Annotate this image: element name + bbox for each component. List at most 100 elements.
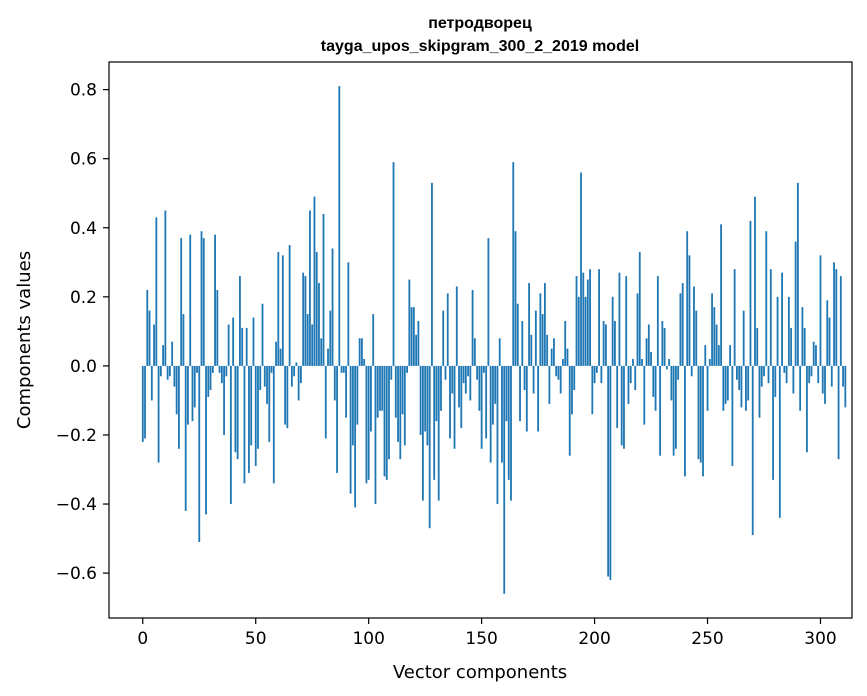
bar-214 bbox=[625, 276, 628, 366]
bar-28 bbox=[205, 365, 207, 515]
bar-75 bbox=[311, 324, 314, 366]
bar-82 bbox=[327, 348, 329, 366]
bar-306 bbox=[833, 262, 835, 366]
bar-188 bbox=[566, 348, 569, 366]
bar-21 bbox=[189, 234, 192, 366]
y-tick-label: 0.0 bbox=[70, 357, 97, 377]
bar-8 bbox=[159, 365, 162, 377]
bar-106 bbox=[381, 365, 384, 411]
bar-63 bbox=[284, 365, 286, 425]
bar-209 bbox=[614, 321, 616, 366]
bar-52 bbox=[259, 365, 262, 391]
bar-222 bbox=[643, 365, 646, 425]
bar-46 bbox=[245, 327, 248, 366]
y-tick-label: 0.4 bbox=[70, 219, 97, 239]
bar-181 bbox=[550, 348, 553, 366]
bar-78 bbox=[318, 283, 320, 366]
bar-64 bbox=[286, 365, 289, 429]
bar-269 bbox=[749, 220, 752, 366]
bar-280 bbox=[774, 365, 777, 397]
bar-292 bbox=[801, 307, 804, 366]
bar-153 bbox=[487, 238, 490, 366]
bar-274 bbox=[760, 365, 763, 387]
bar-85 bbox=[333, 365, 336, 401]
bar-93 bbox=[351, 365, 354, 446]
bar-282 bbox=[778, 365, 781, 518]
bar-262 bbox=[733, 269, 736, 366]
bar-294 bbox=[806, 365, 808, 453]
bar-195 bbox=[582, 272, 585, 366]
bar-77 bbox=[315, 251, 318, 366]
bar-277 bbox=[767, 365, 770, 384]
bar-80 bbox=[322, 213, 325, 366]
bar-230 bbox=[661, 321, 664, 366]
bar-34 bbox=[218, 365, 221, 373]
bar-41 bbox=[234, 365, 237, 453]
bar-84 bbox=[331, 248, 334, 366]
bar-149 bbox=[478, 365, 481, 411]
bar-5 bbox=[153, 324, 155, 366]
bar-224 bbox=[647, 324, 650, 366]
bar-61 bbox=[279, 348, 282, 366]
bar-164 bbox=[512, 162, 515, 366]
bars-group bbox=[141, 86, 847, 594]
bar-65 bbox=[288, 245, 291, 366]
bar-172 bbox=[530, 334, 533, 366]
bar-109 bbox=[388, 365, 390, 460]
bar-212 bbox=[620, 365, 623, 446]
bar-135 bbox=[446, 293, 449, 366]
bar-79 bbox=[320, 338, 323, 366]
bar-290 bbox=[796, 182, 799, 366]
bar-142 bbox=[462, 365, 465, 384]
bar-0 bbox=[141, 365, 144, 442]
y-tick-label: −0.2 bbox=[56, 426, 97, 446]
bar-267 bbox=[745, 365, 747, 411]
bar-43 bbox=[239, 276, 241, 366]
bar-167 bbox=[519, 365, 521, 422]
bar-166 bbox=[516, 303, 519, 366]
bar-284 bbox=[783, 365, 786, 373]
bar-42 bbox=[236, 365, 239, 460]
bar-87 bbox=[338, 86, 341, 366]
bar-102 bbox=[372, 314, 375, 366]
bar-161 bbox=[505, 365, 508, 422]
bar-163 bbox=[510, 365, 512, 501]
bar-154 bbox=[489, 365, 492, 463]
bar-242 bbox=[688, 255, 691, 366]
bar-213 bbox=[623, 365, 625, 449]
bar-123 bbox=[419, 365, 422, 435]
bar-296 bbox=[810, 365, 813, 377]
bar-160 bbox=[503, 365, 506, 594]
bar-138 bbox=[453, 365, 456, 449]
bar-271 bbox=[754, 196, 756, 366]
bar-99 bbox=[365, 365, 368, 484]
bar-29 bbox=[207, 365, 210, 397]
bar-199 bbox=[591, 365, 594, 415]
bar-101 bbox=[370, 365, 372, 432]
bar-57 bbox=[270, 365, 273, 373]
bar-244 bbox=[693, 286, 695, 366]
bar-202 bbox=[598, 269, 601, 366]
bar-128 bbox=[431, 182, 433, 366]
bar-6 bbox=[155, 217, 158, 366]
bar-136 bbox=[449, 365, 451, 439]
bar-114 bbox=[399, 365, 402, 460]
bar-250 bbox=[706, 365, 709, 411]
bar-169 bbox=[523, 365, 526, 391]
bar-115 bbox=[401, 365, 404, 415]
bar-193 bbox=[577, 296, 580, 366]
x-tick-label: 100 bbox=[352, 629, 384, 649]
bar-238 bbox=[679, 293, 682, 366]
bar-175 bbox=[537, 365, 540, 432]
bar-210 bbox=[616, 365, 619, 429]
bar-35 bbox=[220, 365, 223, 384]
bar-272 bbox=[756, 327, 759, 366]
bar-254 bbox=[715, 324, 718, 366]
bar-62 bbox=[281, 255, 284, 366]
bar-151 bbox=[482, 365, 485, 373]
bar-36 bbox=[223, 365, 225, 435]
bar-25 bbox=[198, 365, 201, 543]
bar-227 bbox=[654, 365, 657, 411]
bar-73 bbox=[306, 314, 309, 366]
